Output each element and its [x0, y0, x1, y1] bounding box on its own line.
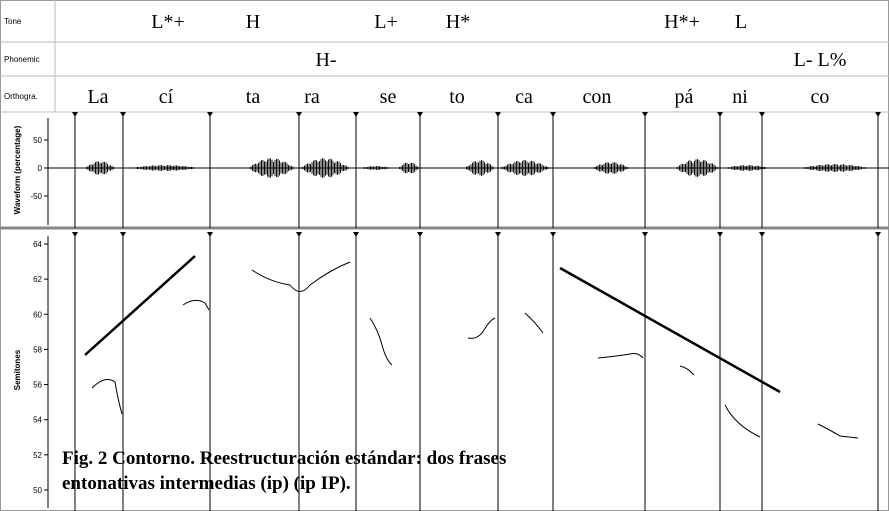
tick-label: 60: [33, 310, 42, 319]
tier-label: co: [811, 86, 830, 108]
boundary-marker: [642, 112, 648, 117]
boundary-marker: [120, 232, 126, 237]
tier-label: ni: [732, 86, 748, 108]
tier-label: L- L%: [794, 49, 847, 71]
boundary-marker: [717, 232, 723, 237]
boundary-marker: [875, 232, 881, 237]
tier-label: ta: [246, 86, 261, 108]
tier-label: ca: [515, 86, 533, 108]
tier-label: con: [583, 86, 612, 108]
tier-label: H: [246, 11, 260, 33]
boundary-marker: [72, 112, 78, 117]
boundary-marker: [550, 112, 556, 117]
axis-label: Waveform (percentage): [13, 125, 22, 214]
tier-label: to: [449, 86, 465, 108]
tick-label: -50: [30, 192, 42, 201]
boundary-marker: [759, 232, 765, 237]
tick-label: 50: [33, 486, 42, 495]
tick-label: 56: [33, 381, 42, 390]
boundary-marker: [417, 232, 423, 237]
boundary-marker: [296, 232, 302, 237]
tick-label: 0: [38, 164, 43, 173]
tier-label: H*+: [664, 11, 700, 33]
caption-line: entonativas intermedias (ip) (ip IP).: [62, 473, 351, 494]
tick-label: 52: [33, 451, 42, 460]
tier-label: L+: [374, 11, 398, 33]
boundary-marker: [875, 112, 881, 117]
pitch-contours: [91, 261, 859, 439]
boundary-marker: [72, 232, 78, 237]
tier-name: Tone: [4, 17, 22, 26]
boundary-marker: [642, 232, 648, 237]
boundary-marker: [417, 112, 423, 117]
tier-label: La: [87, 86, 108, 108]
caption-line: Fig. 2 Contorno. Reestructuración estánd…: [62, 448, 506, 469]
boundary-marker: [353, 232, 359, 237]
tick-label: 50: [33, 136, 42, 145]
tier-label: H*: [446, 11, 470, 33]
boundary-marker: [717, 112, 723, 117]
tier-label: L*+: [151, 11, 185, 33]
boundary-marker: [207, 112, 213, 117]
axis-label: Semitones: [13, 349, 22, 390]
tier-label: L: [735, 11, 747, 33]
tier-label: H-: [315, 49, 336, 71]
boundary-marker: [495, 232, 501, 237]
pitch-stylization: [84, 255, 781, 394]
tick-label: 62: [33, 275, 42, 284]
boundary-marker: [120, 112, 126, 117]
boundary-marker: [495, 112, 501, 117]
boundary-marker: [550, 232, 556, 237]
tier-label: cí: [159, 86, 174, 108]
boundary-marker: [207, 232, 213, 237]
boundary-marker: [353, 112, 359, 117]
tick-label: 54: [33, 416, 42, 425]
tier-name: Orthogra.: [4, 92, 38, 101]
tick-label: 64: [33, 240, 42, 249]
tier-name: Phonemic: [4, 55, 40, 64]
tier-label: ra: [304, 86, 320, 108]
boundary-marker: [296, 112, 302, 117]
tier-label: pá: [675, 86, 694, 108]
tier-label: se: [380, 86, 397, 108]
tick-label: 58: [33, 345, 42, 354]
boundary-marker: [759, 112, 765, 117]
tier-borders: [0, 0, 889, 230]
